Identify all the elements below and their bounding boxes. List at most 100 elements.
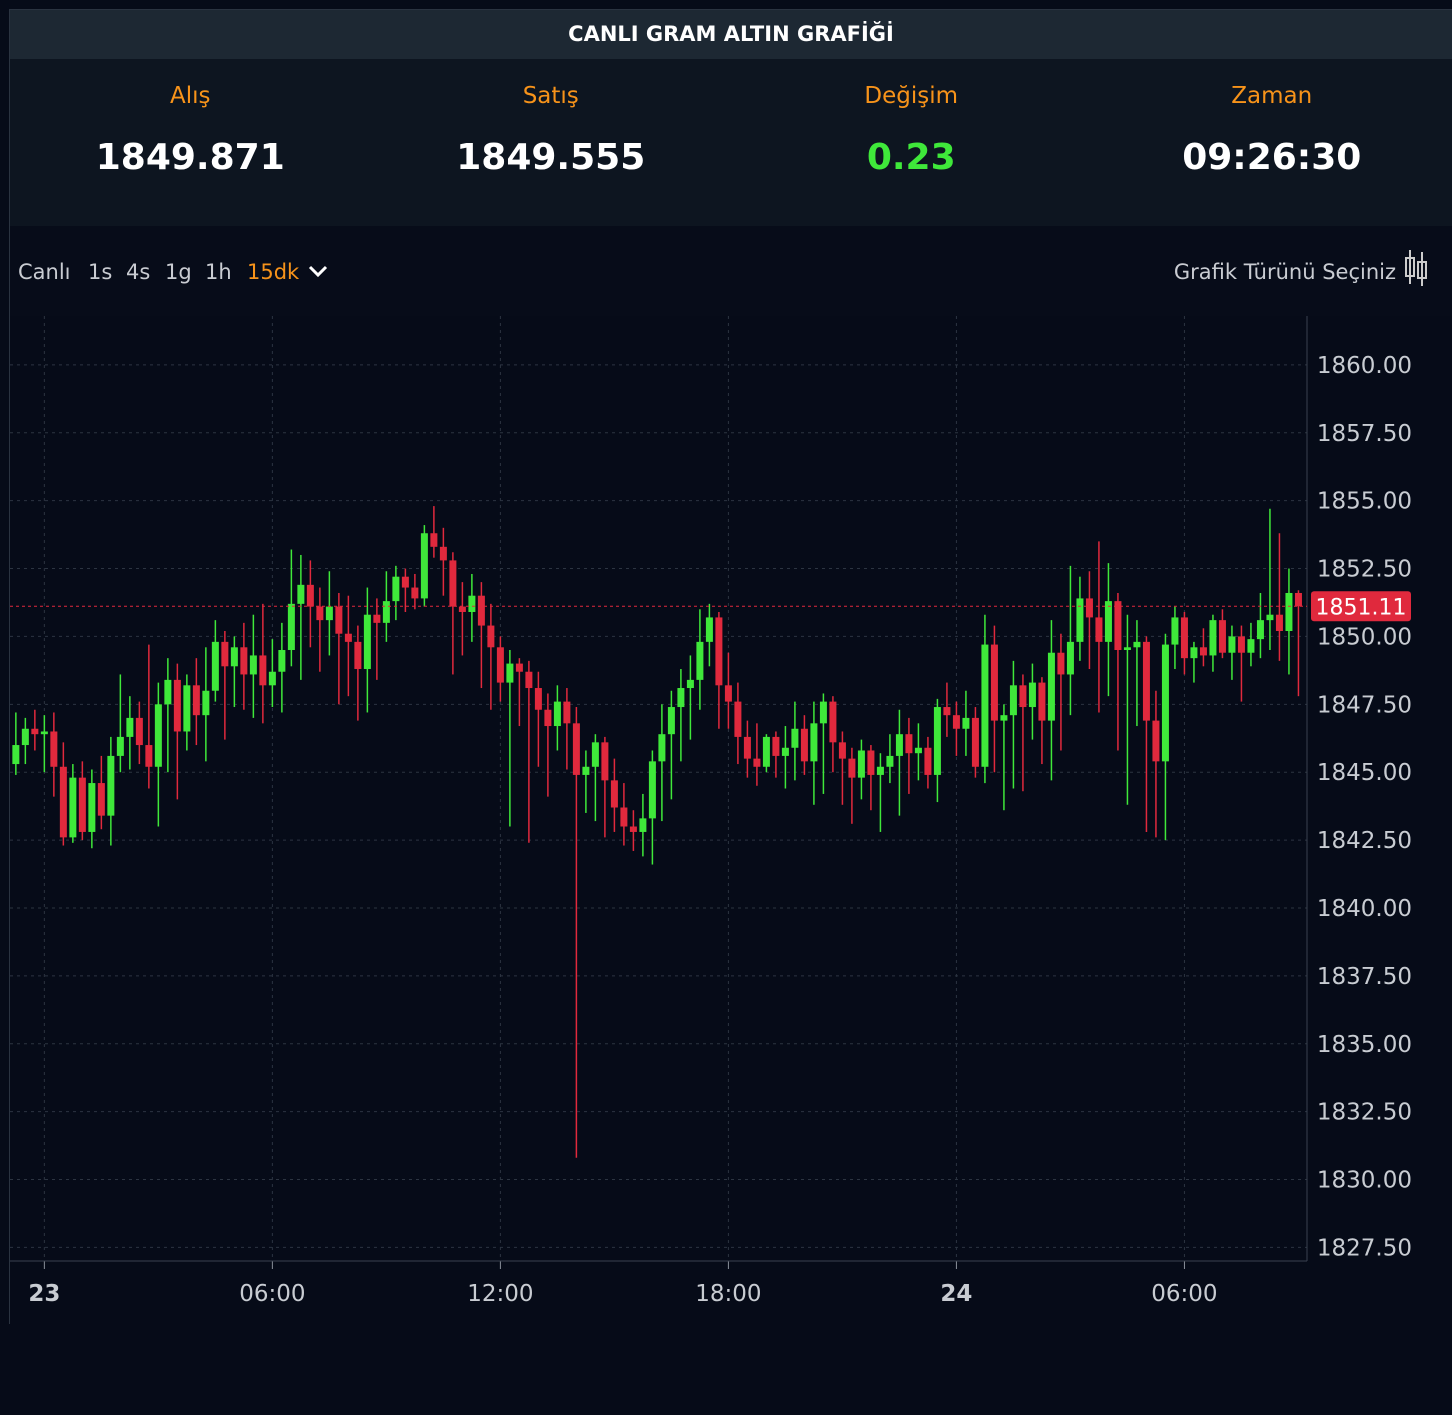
x-tick-label: 24 — [940, 1281, 972, 1307]
chart-type[interactable]: Grafik Türünü Seçiniz — [1174, 260, 1396, 284]
candle-body — [563, 702, 570, 724]
candle-body — [744, 737, 751, 759]
candle-body — [1029, 683, 1036, 707]
dropdown[interactable] — [308, 264, 328, 278]
candle-body — [478, 596, 485, 626]
last-price-label: 1851.11 — [1316, 595, 1407, 620]
candle-body — [212, 642, 219, 691]
candle-body — [392, 577, 399, 601]
y-tick-label: 1850.00 — [1317, 624, 1412, 650]
candle-body — [1133, 642, 1140, 647]
candle-body — [896, 734, 903, 756]
y-tick-label: 1855.00 — [1317, 489, 1412, 515]
candle-body — [459, 607, 466, 612]
candle-body — [326, 607, 333, 621]
candle-body — [1038, 683, 1045, 721]
candle-body — [1219, 620, 1226, 653]
candle-body — [164, 680, 171, 704]
candle-body — [1238, 636, 1245, 652]
candle-body — [943, 707, 950, 715]
y-tick-label: 1827.50 — [1317, 1235, 1412, 1261]
candle-body — [525, 672, 532, 688]
candle-body — [706, 617, 713, 641]
candle-body — [1010, 685, 1017, 715]
candle-body — [288, 604, 295, 650]
stat-label: Değişim — [731, 83, 1092, 109]
candle-body — [1247, 639, 1254, 653]
interval[interactable]: 1h — [205, 260, 232, 284]
candle-body — [383, 601, 390, 623]
candle-body — [269, 672, 276, 686]
candle-body — [117, 737, 124, 756]
y-tick-label: 1847.50 — [1317, 692, 1412, 718]
y-tick-label: 1832.50 — [1317, 1100, 1412, 1126]
candle-body — [250, 655, 257, 674]
candle-body — [430, 533, 437, 547]
candle-body — [316, 607, 323, 621]
interval[interactable]: Canlı — [18, 260, 71, 284]
chevron — [310, 267, 326, 275]
candle-body — [354, 642, 361, 669]
candle-body — [573, 723, 580, 775]
candle-body — [725, 685, 732, 701]
stat-label: Zaman — [1092, 83, 1452, 109]
candle-body — [41, 731, 48, 734]
candle-body — [981, 645, 988, 767]
candle-body — [278, 650, 285, 672]
candle-body — [544, 710, 551, 726]
candle-body — [364, 615, 371, 669]
candle-body — [601, 742, 608, 780]
candle-body — [155, 704, 162, 766]
candle-body — [440, 547, 447, 561]
x-tick-label: 12:00 — [467, 1281, 533, 1307]
candle-body — [60, 767, 67, 838]
candle-body — [22, 729, 29, 745]
interval[interactable]: 1g — [165, 260, 192, 284]
candle-body — [487, 626, 494, 648]
candle-body — [1285, 593, 1292, 631]
candle-body — [174, 680, 181, 732]
candle-body — [772, 737, 779, 756]
candle-body — [782, 748, 789, 756]
x-tick-label: 18:00 — [695, 1281, 761, 1307]
candle-body — [221, 642, 228, 666]
candle-body — [810, 723, 817, 761]
title: CANLI GRAM ALTIN GRAFİĞİ — [10, 10, 1452, 59]
candle-body — [1076, 598, 1083, 641]
candle-body — [88, 783, 95, 832]
candle-body — [1105, 601, 1112, 642]
candle-body — [1276, 615, 1283, 631]
candle-body — [877, 767, 884, 775]
candle-body — [421, 533, 428, 598]
candle-body — [1228, 636, 1235, 652]
candle-body — [829, 702, 836, 743]
candle-body — [231, 647, 238, 666]
candle-body — [1162, 645, 1169, 762]
candle-body — [592, 742, 599, 766]
candle-body — [107, 756, 114, 816]
candle-body — [668, 707, 675, 734]
candle-body — [696, 642, 703, 680]
candle-body — [468, 596, 475, 612]
x-tick-label: 06:00 — [1151, 1281, 1217, 1307]
chart: 1827.501830.001832.501835.001837.501840.… — [10, 316, 1452, 1415]
candle-body — [962, 718, 969, 729]
candle-icon[interactable] — [1402, 248, 1430, 288]
candle-body — [497, 647, 504, 682]
candle-body — [1257, 620, 1264, 639]
interval[interactable]: 4s — [126, 260, 150, 284]
toolbar: Grafik Türünü Seçiniz Canlı 1s 4s 1g 1h 15dk — [10, 226, 1452, 316]
candle-body — [763, 737, 770, 767]
interval[interactable]: 1s — [88, 260, 112, 284]
candle-body — [126, 718, 133, 737]
candle-body — [839, 742, 846, 758]
candle-body — [402, 577, 409, 588]
stat-value: 1849.871 — [10, 137, 371, 178]
candle-body — [734, 702, 741, 737]
y-tick-label: 1860.00 — [1317, 353, 1412, 379]
candle-body — [1000, 715, 1007, 720]
candle-body — [639, 818, 646, 832]
interval[interactable]: 15dk — [247, 260, 299, 284]
candle-body — [791, 729, 798, 748]
